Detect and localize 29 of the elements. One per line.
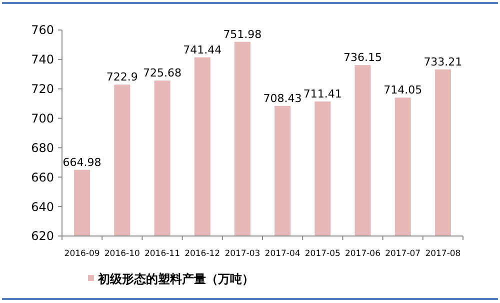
y-tick-label: 660 <box>31 170 54 184</box>
y-tick-label: 720 <box>31 82 54 96</box>
x-tick-label: 2017-04 <box>264 249 300 259</box>
y-tick-label: 760 <box>31 23 54 38</box>
x-tick-label: 2017-07 <box>385 249 421 259</box>
data-label: 751.98 <box>223 28 262 41</box>
x-tick-label: 2017-03 <box>224 249 260 259</box>
data-label: 725.68 <box>143 66 182 80</box>
y-tick-label: 640 <box>31 200 54 214</box>
data-label: 722.9 <box>106 70 138 84</box>
data-label: 714.05 <box>384 84 422 97</box>
x-tick-label: 2017-05 <box>304 249 340 259</box>
x-tick-label: 2016-10 <box>104 249 140 259</box>
y-tick-label: 620 <box>31 229 54 244</box>
y-tick-label: 740 <box>31 52 54 67</box>
data-label: 736.15 <box>344 51 382 64</box>
legend-label: 初级形态的塑料产量（万吨） <box>97 272 254 286</box>
y-tick-label: 700 <box>31 111 54 126</box>
x-tick-label: 2017-06 <box>344 249 381 259</box>
x-tick-label: 2016-12 <box>184 249 220 259</box>
data-label: 711.41 <box>303 87 342 100</box>
data-label: 733.21 <box>424 55 462 68</box>
y-tick-label: 680 <box>31 140 54 155</box>
data-label: 741.44 <box>183 43 222 56</box>
x-tick-label: 2017-08 <box>425 249 461 259</box>
x-tick-label: 2016-11 <box>144 249 180 259</box>
data-label: 708.43 <box>263 92 302 105</box>
data-label: 664.98 <box>62 156 102 169</box>
x-tick-label: 2016-09 <box>64 249 100 259</box>
